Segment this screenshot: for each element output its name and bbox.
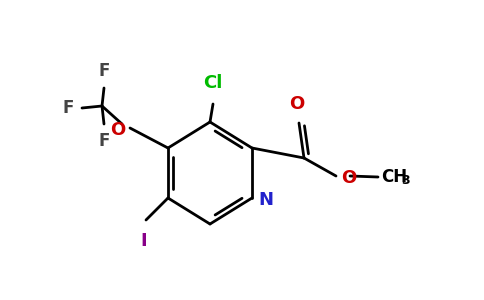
Text: I: I <box>141 232 147 250</box>
Text: F: F <box>62 99 74 117</box>
Text: F: F <box>98 62 110 80</box>
Text: O: O <box>289 95 304 113</box>
Text: O: O <box>110 121 125 139</box>
Text: 3: 3 <box>401 175 409 188</box>
Text: Cl: Cl <box>203 74 223 92</box>
Text: CH: CH <box>381 168 407 186</box>
Text: F: F <box>98 132 110 150</box>
Text: O: O <box>341 169 356 187</box>
Text: N: N <box>258 191 273 209</box>
